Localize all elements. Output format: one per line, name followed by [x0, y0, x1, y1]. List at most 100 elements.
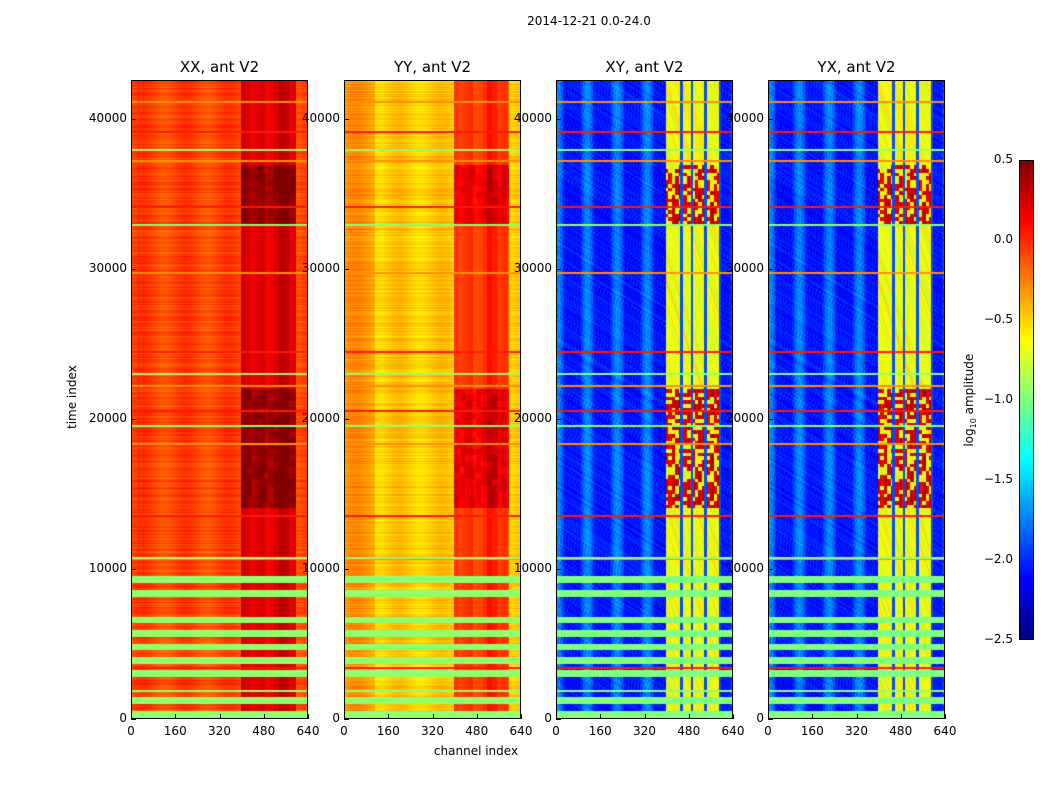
panel-title: XX, ant V2 — [179, 58, 260, 76]
y-tick-mark — [131, 719, 136, 720]
colorbar — [1019, 160, 1034, 640]
y-tick-label: 40000 — [301, 111, 340, 125]
y-tick-label: 20000 — [301, 411, 340, 425]
x-tick-mark — [131, 714, 132, 719]
x-tick-mark — [344, 714, 345, 719]
x-tick-mark — [644, 714, 646, 719]
y-tick-mark — [556, 719, 561, 720]
heatmap-panel-yx — [768, 80, 945, 719]
x-tick-label: 160 — [163, 724, 187, 738]
x-tick-mark — [812, 714, 814, 719]
y-tick-mark — [768, 569, 773, 570]
x-tick-label: 320 — [845, 724, 868, 738]
y-tick-mark — [768, 119, 773, 120]
y-tick-mark — [131, 269, 136, 270]
panel-title: YX, ant V2 — [817, 58, 896, 76]
x-tick-mark — [768, 714, 769, 719]
y-tick-label: 30000 — [513, 261, 552, 275]
y-tick-mark — [556, 269, 561, 270]
x-tick-mark — [521, 714, 522, 719]
heatmap-image — [132, 81, 307, 718]
colorbar-tick-label: 0.0 — [993, 232, 1013, 246]
y-tick-mark — [556, 419, 561, 420]
heatmap-image — [557, 81, 732, 718]
y-tick-label: 10000 — [301, 561, 340, 575]
x-tick-label: 320 — [633, 724, 656, 738]
x-tick-mark — [600, 714, 602, 719]
x-tick-label: 480 — [252, 724, 276, 738]
x-tick-mark — [175, 714, 177, 719]
y-tick-label: 20000 — [725, 411, 764, 425]
x-tick-label: 640 — [721, 724, 745, 738]
x-tick-mark — [263, 714, 265, 719]
x-tick-label: 480 — [677, 724, 701, 738]
x-tick-mark — [900, 714, 902, 719]
x-tick-mark — [556, 714, 557, 719]
y-tick-label: 10000 — [88, 561, 127, 575]
y-tick-mark — [344, 119, 349, 120]
x-tick-label: 320 — [208, 724, 231, 738]
x-tick-label: 160 — [588, 724, 612, 738]
y-tick-label: 0 — [756, 711, 764, 725]
x-tick-label: 640 — [933, 724, 957, 738]
y-tick-label: 20000 — [88, 411, 127, 425]
x-axis-label: channel index — [433, 744, 519, 758]
y-tick-label: 30000 — [301, 261, 340, 275]
colorbar-tick-label: −1.0 — [983, 392, 1013, 406]
x-tick-mark — [308, 714, 309, 719]
panel-title: XY, ant V2 — [605, 58, 684, 76]
y-tick-label: 20000 — [513, 411, 552, 425]
x-tick-label: 160 — [376, 724, 400, 738]
colorbar-tick-label: −0.5 — [983, 312, 1013, 326]
y-tick-label: 40000 — [88, 111, 127, 125]
x-tick-mark — [219, 714, 221, 719]
x-tick-mark — [945, 714, 946, 719]
y-tick-mark — [556, 569, 561, 570]
x-tick-label: 0 — [552, 724, 560, 738]
x-tick-label: 0 — [764, 724, 772, 738]
y-tick-mark — [344, 419, 349, 420]
colorbar-tick-label: 0.5 — [993, 152, 1013, 166]
colorbar-tick-label: −1.5 — [983, 472, 1013, 486]
colorbar-label-sub: 10 — [969, 418, 979, 429]
y-axis-label: time index — [65, 365, 79, 429]
x-tick-label: 0 — [127, 724, 135, 738]
x-tick-mark — [432, 714, 434, 719]
heatmap-image — [345, 81, 520, 718]
x-tick-mark — [733, 714, 734, 719]
x-tick-label: 320 — [421, 724, 444, 738]
heatmap-image — [769, 81, 944, 718]
y-tick-mark — [768, 719, 773, 720]
y-tick-label: 10000 — [513, 561, 552, 575]
y-tick-label: 30000 — [725, 261, 764, 275]
heatmap-panel-yy — [344, 80, 521, 719]
y-tick-mark — [131, 569, 136, 570]
x-tick-mark — [388, 714, 390, 719]
y-tick-mark — [768, 419, 773, 420]
panel-title: YY, ant V2 — [393, 58, 471, 76]
figure-title: 2014-12-21 0.0-24.0 — [527, 14, 651, 28]
heatmap-panel-xx — [131, 80, 308, 719]
colorbar-tick-label: −2.5 — [983, 632, 1013, 646]
x-tick-mark — [856, 714, 858, 719]
y-tick-label: 40000 — [725, 111, 764, 125]
x-tick-label: 0 — [340, 724, 348, 738]
colorbar-label: log10 amplitude — [962, 350, 978, 450]
x-tick-label: 640 — [296, 724, 320, 738]
y-tick-label: 0 — [544, 711, 552, 725]
y-tick-mark — [131, 419, 136, 420]
y-tick-label: 40000 — [513, 111, 552, 125]
colorbar-label-rest: amplitude — [961, 353, 976, 419]
y-tick-mark — [344, 569, 349, 570]
y-tick-mark — [344, 269, 349, 270]
colorbar-label-log: log — [961, 428, 976, 447]
x-tick-label: 160 — [800, 724, 824, 738]
y-tick-mark — [768, 269, 773, 270]
y-tick-mark — [556, 119, 561, 120]
x-tick-label: 480 — [889, 724, 913, 738]
y-tick-label: 10000 — [725, 561, 764, 575]
y-tick-label: 0 — [119, 711, 127, 725]
y-tick-label: 30000 — [88, 261, 127, 275]
y-tick-mark — [344, 719, 349, 720]
